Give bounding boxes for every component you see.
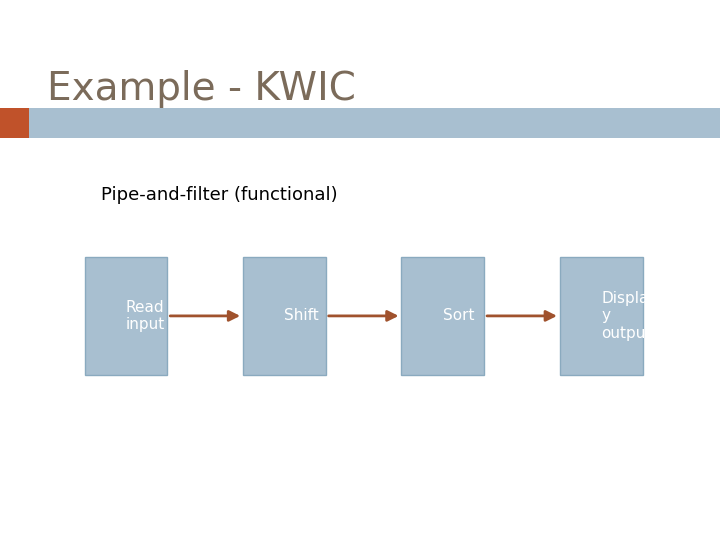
Bar <box>560 256 642 375</box>
Text: Shift: Shift <box>284 308 319 323</box>
Text: Sort: Sort <box>443 308 474 323</box>
Bar <box>85 256 167 375</box>
Bar <box>0 108 29 138</box>
Bar <box>402 256 484 375</box>
Bar <box>0 108 720 138</box>
Text: Displa
y
output: Displa y output <box>601 291 652 341</box>
Text: Example - KWIC: Example - KWIC <box>47 70 356 108</box>
Text: Read
input: Read input <box>126 300 166 332</box>
Bar <box>243 256 325 375</box>
Text: Pipe-and-filter (functional): Pipe-and-filter (functional) <box>101 186 338 204</box>
